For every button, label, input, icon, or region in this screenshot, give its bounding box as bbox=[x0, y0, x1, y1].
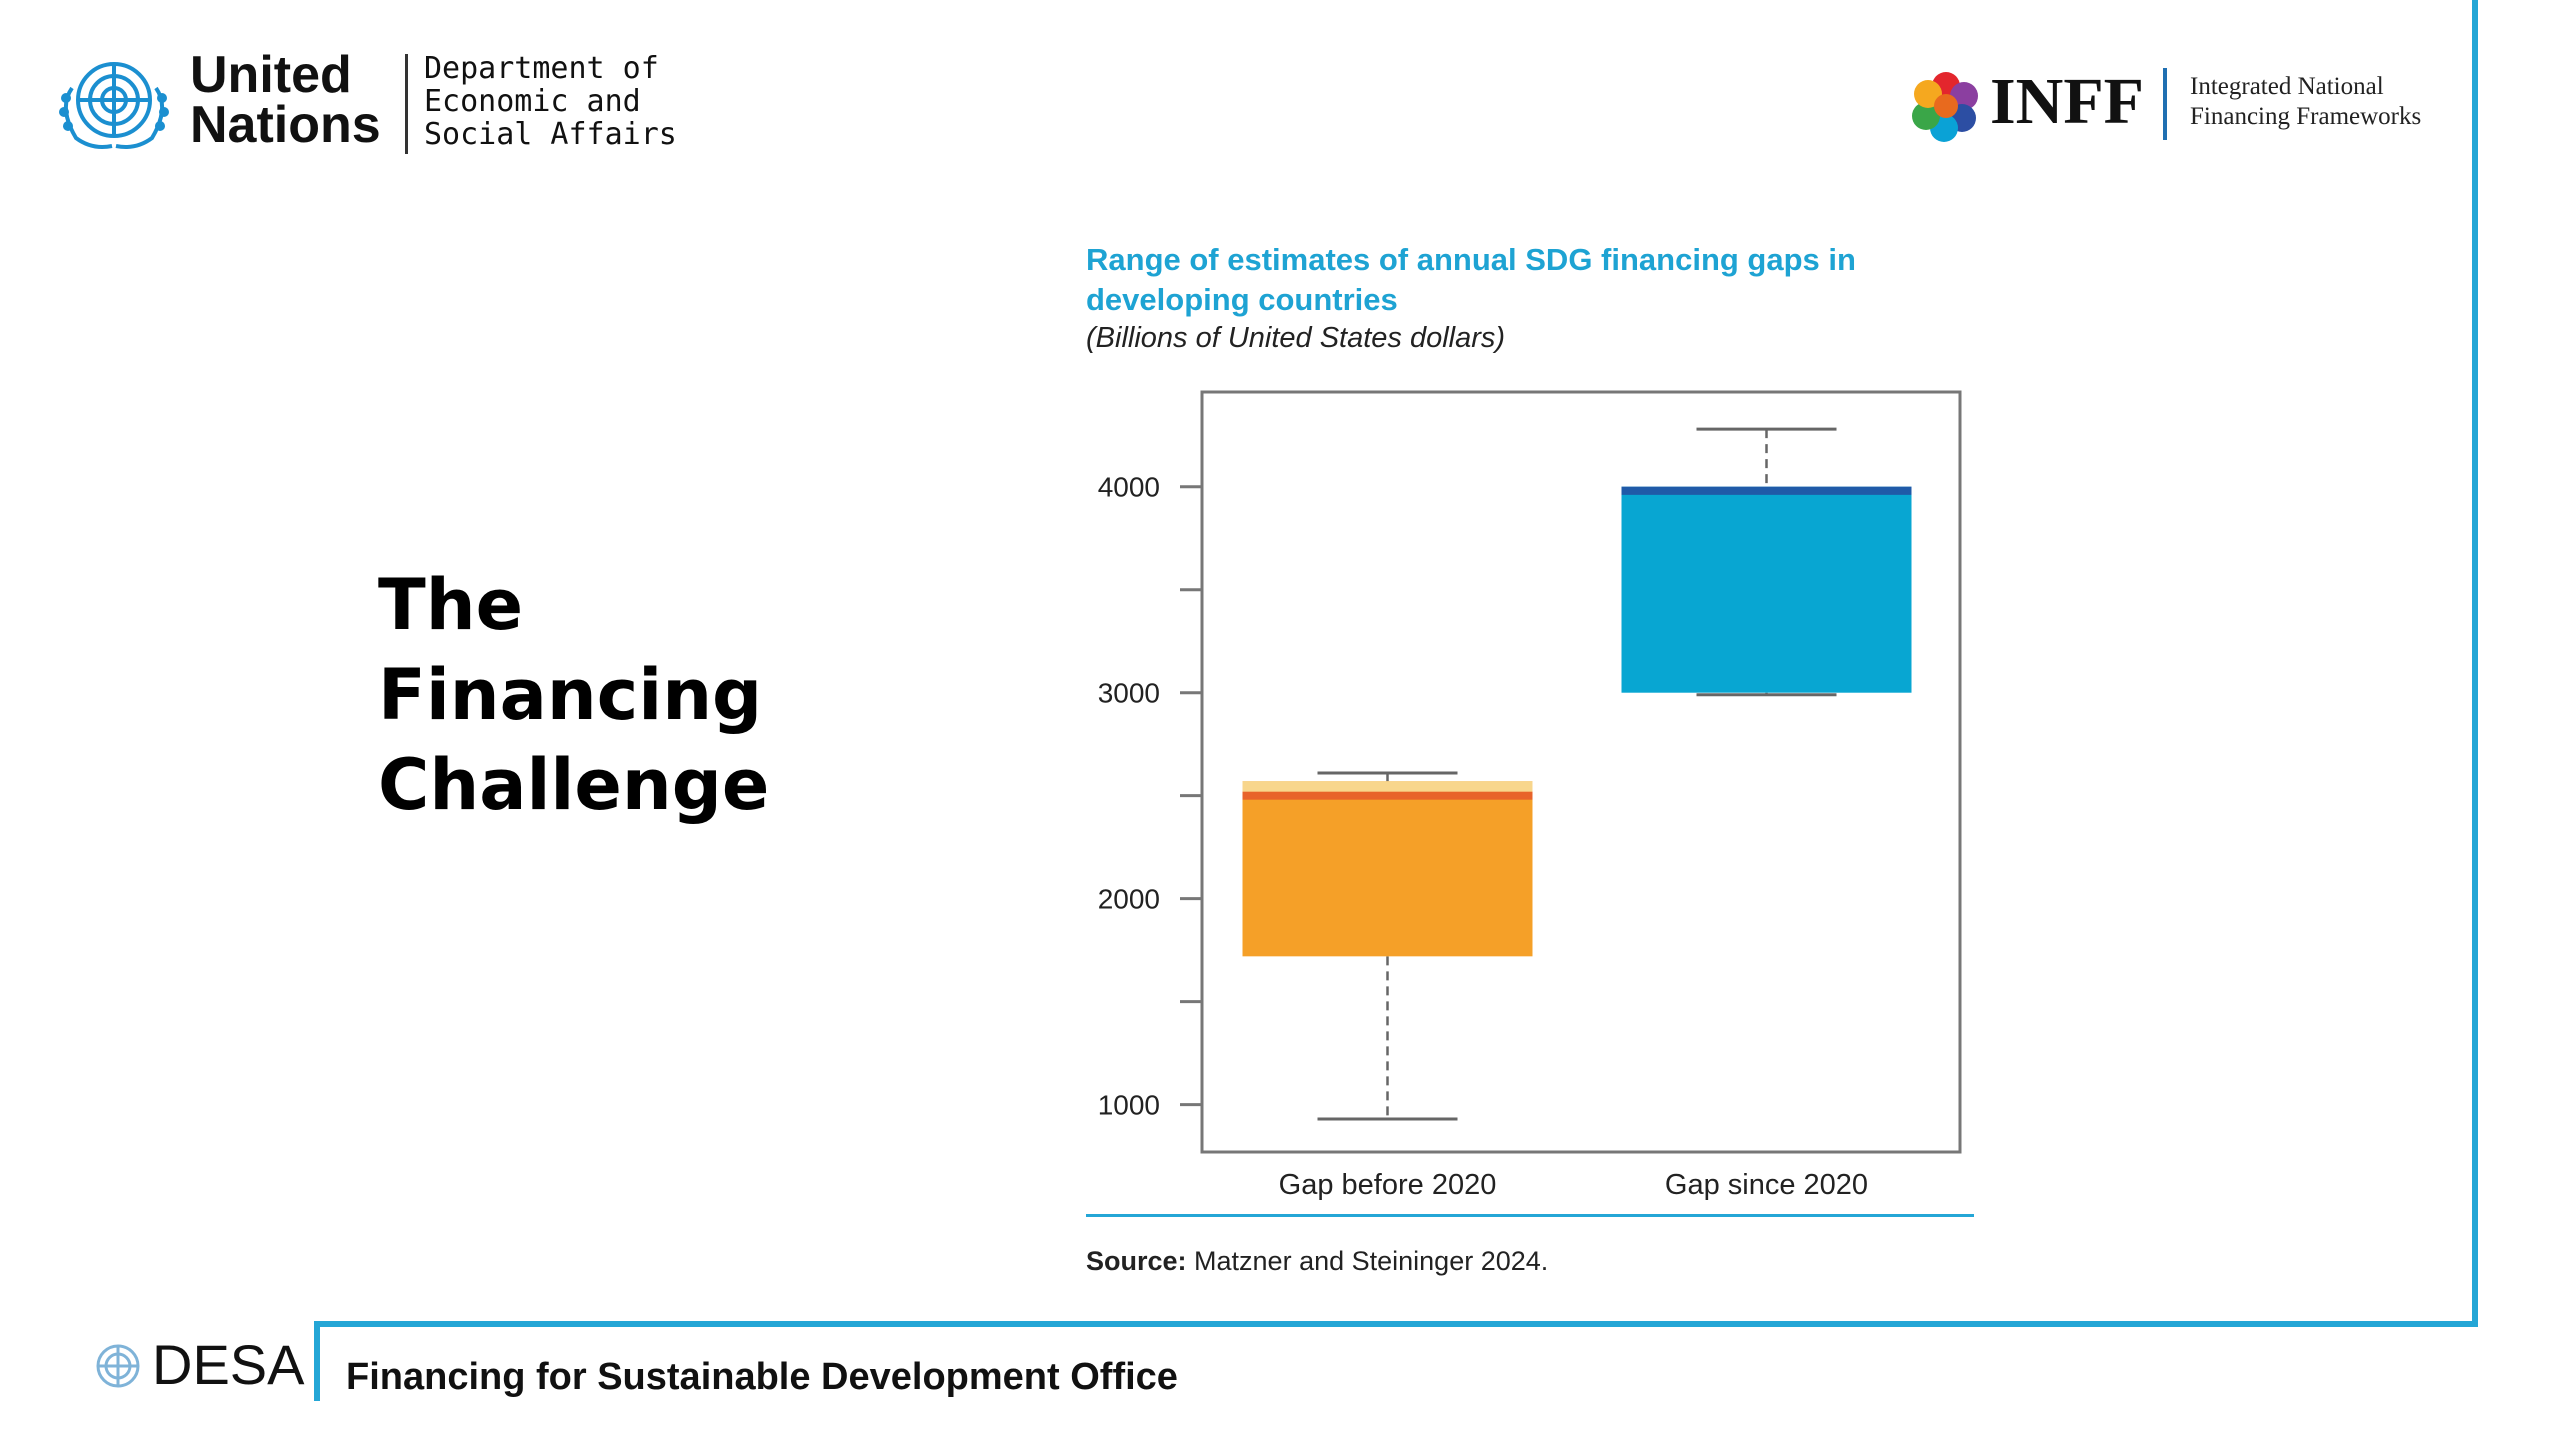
x-category-label: Gap before 2020 bbox=[1279, 1169, 1497, 1201]
frame-bottom-line bbox=[314, 1321, 2478, 1327]
inff-sub-line1: Integrated National bbox=[2190, 73, 2384, 100]
inff-separator bbox=[2163, 68, 2167, 140]
frame-left-line bbox=[314, 1321, 320, 1401]
chart-title: Range of estimates of annual SDG financi… bbox=[1086, 242, 1856, 317]
chart-source: Source: Matzner and Steininger 2024. bbox=[1086, 1246, 1548, 1277]
slide-title-line2: Financing bbox=[378, 654, 763, 736]
plot-frame bbox=[1200, 390, 1962, 1154]
inff-sub-line2: Financing Frameworks bbox=[2190, 103, 2422, 130]
box-median-line bbox=[1242, 791, 1533, 800]
un-department-label: Department of Economic and Social Affair… bbox=[424, 52, 677, 151]
desa-wordmark: DESA bbox=[152, 1333, 305, 1396]
box-body bbox=[1242, 781, 1533, 957]
y-tick-label: 3000 bbox=[1098, 678, 1160, 709]
source-label: Source: bbox=[1086, 1246, 1187, 1276]
un-separator bbox=[405, 54, 408, 154]
un-wordmark: United Nations bbox=[190, 46, 381, 154]
slide-title: The Financing Challenge bbox=[378, 560, 769, 830]
inff-subtitle: Integrated National Financing Frameworks bbox=[2190, 72, 2421, 132]
y-tick-label: 2000 bbox=[1098, 884, 1160, 915]
box-plot-chart: 1000 2000 3000 4000 Gap before 2020 Gap since… bbox=[1098, 390, 1962, 1201]
box-median-line bbox=[1621, 486, 1912, 495]
un-title-line1: United bbox=[190, 46, 352, 104]
un-dept-line3: Social Affairs bbox=[424, 117, 677, 152]
un-dept-line2: Economic and bbox=[424, 84, 641, 119]
slide-title-line1: The bbox=[378, 564, 524, 646]
un-dept-line1: Department of bbox=[424, 51, 659, 86]
chart-subtitle: (Billions of United States dollars) bbox=[1086, 322, 1506, 354]
y-tick-label: 1000 bbox=[1098, 1090, 1160, 1121]
y-tick-label: 4000 bbox=[1098, 472, 1160, 503]
slide-title-line3: Challenge bbox=[378, 744, 770, 826]
x-category-label: Gap since 2020 bbox=[1665, 1169, 1868, 1201]
chart-bottom-rule bbox=[1086, 1214, 1974, 1217]
frame-right-line bbox=[2472, 0, 2478, 1326]
footer-office-name: Financing for Sustainable Development Of… bbox=[346, 1356, 1178, 1398]
source-text: Matzner and Steininger 2024. bbox=[1186, 1246, 1549, 1276]
un-title-line2: Nations bbox=[190, 96, 381, 154]
un-emblem-small-icon bbox=[96, 1344, 140, 1388]
inff-wordmark: INFF bbox=[1990, 65, 2144, 138]
inff-petal-logo-icon bbox=[1912, 72, 1978, 142]
box-body bbox=[1621, 486, 1912, 693]
un-emblem-icon bbox=[59, 62, 169, 149]
